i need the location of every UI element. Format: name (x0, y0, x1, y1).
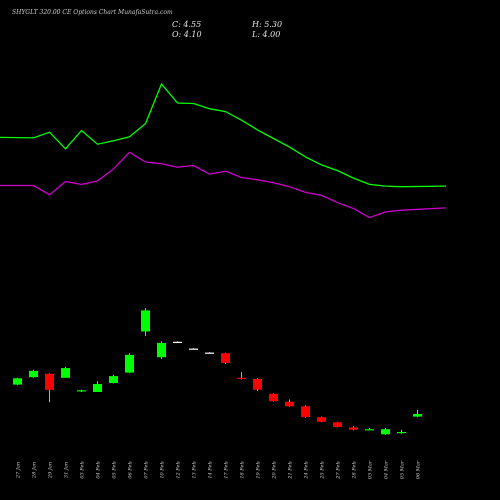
candle-body (381, 429, 390, 435)
candle-body (141, 310, 150, 332)
x-tick-label: 20 Feb (272, 461, 278, 479)
candle-body (109, 376, 118, 383)
band-line-1 (0, 151, 447, 219)
open-value: O: 4.10 (172, 30, 202, 39)
x-tick-label: 17 Feb (224, 461, 230, 478)
x-tick-label: 06 Feb (128, 461, 134, 478)
x-tick-label: 05 Mar (400, 460, 406, 479)
chart-title: SHYGLT 320.00 CE Options Chart MunafaSut… (12, 9, 173, 16)
candle-body (61, 368, 70, 378)
candle-body (29, 370, 38, 378)
candle-body (253, 378, 262, 390)
candle-body (237, 377, 246, 379)
x-tick-label: 03 Mar (368, 460, 374, 479)
x-tick-label: 29 Jan (48, 462, 54, 479)
candle-body (189, 348, 198, 350)
x-tick-label: 13 Feb (192, 461, 198, 478)
candle-body (221, 353, 230, 363)
candle-body (13, 378, 22, 385)
indicator-bands (0, 82, 447, 219)
low-value: L: 4.00 (252, 30, 281, 39)
x-tick-label: 27 Feb (336, 461, 342, 479)
candle-body (77, 390, 86, 392)
candle-body (413, 414, 422, 417)
x-tick-label: 05 Feb (112, 461, 118, 478)
x-tick-label: 12 Feb (176, 461, 182, 478)
candle-body (333, 422, 342, 427)
x-tick-label: 03 Feb (80, 461, 86, 478)
x-tick-label: 18 Feb (240, 461, 246, 478)
candles-group (13, 308, 422, 435)
x-tick-label: 04 Mar (384, 460, 390, 479)
candle-body (365, 429, 374, 431)
x-tick-label: 28 Feb (352, 461, 358, 479)
x-tick-label: 28 Jan (32, 462, 38, 479)
candle-body (205, 352, 214, 354)
band-line-0 (0, 82, 447, 188)
x-tick-label: 25 Feb (320, 461, 326, 479)
candle-body (349, 427, 358, 430)
x-tick-label: 06 Mar (416, 460, 422, 479)
x-tick-label: 27 Jan (16, 462, 22, 479)
x-tick-label: 14 Feb (208, 461, 214, 478)
candle-body (173, 341, 182, 343)
candle-body (397, 432, 406, 434)
candle-body (45, 373, 54, 390)
candle-body (269, 393, 278, 402)
candle-body (317, 417, 326, 422)
candle-body (157, 342, 166, 358)
candle-body (125, 354, 134, 373)
x-tick-label: 19 Feb (256, 461, 262, 478)
candle-body (285, 401, 294, 407)
x-tick-label: 21 Feb (288, 461, 294, 479)
candle-body (301, 406, 310, 418)
x-tick-label: 31 Jan (64, 462, 70, 478)
x-tick-label: 07 Feb (144, 461, 150, 478)
candle-body (93, 384, 102, 392)
x-tick-label: 10 Feb (160, 461, 166, 478)
x-tick-label: 04 Feb (96, 461, 102, 478)
x-tick-label: 24 Feb (304, 461, 310, 479)
high-value: H: 5.30 (252, 20, 283, 29)
x-axis-labels: 27 Jan 28 Jan 29 Jan 31 Jan 03 Feb 04 Feb 05 F… (16, 460, 422, 479)
close-value: C: 4.55 (172, 20, 202, 29)
